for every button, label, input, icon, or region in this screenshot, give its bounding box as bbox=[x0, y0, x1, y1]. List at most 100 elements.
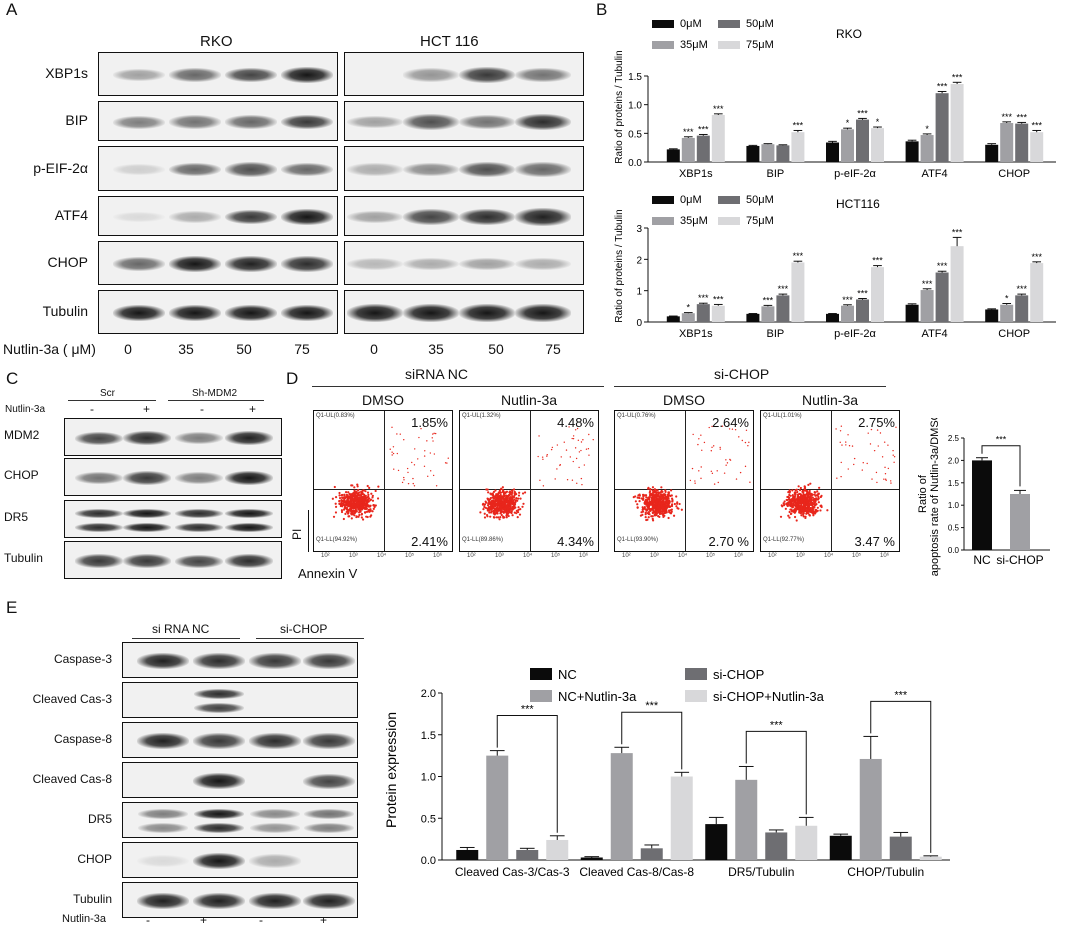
x-tick-label: 10⁵ bbox=[706, 553, 716, 559]
blot-row-label: Cleaved Cas-3 bbox=[32, 692, 112, 706]
event-dot bbox=[641, 498, 645, 501]
event-dot bbox=[717, 481, 719, 484]
event-dot bbox=[356, 499, 359, 502]
protein-band bbox=[459, 304, 515, 322]
event-dot bbox=[504, 500, 508, 503]
event-dot bbox=[670, 489, 673, 492]
protein-band bbox=[193, 653, 245, 669]
legend-swatch bbox=[652, 20, 674, 28]
bar bbox=[1000, 304, 1014, 322]
event-scatter bbox=[632, 425, 751, 522]
bar bbox=[711, 114, 725, 162]
event-dot bbox=[698, 438, 700, 440]
quadrant-ll-tag: Q1-LL(94.92%) bbox=[316, 537, 358, 543]
bar bbox=[640, 848, 663, 860]
bar bbox=[920, 135, 934, 162]
protein-band bbox=[113, 68, 165, 82]
event-dot bbox=[349, 497, 352, 500]
event-dot bbox=[537, 455, 539, 458]
event-dot bbox=[672, 514, 676, 517]
event-dot bbox=[506, 501, 510, 504]
event-dot bbox=[347, 502, 351, 505]
event-dot bbox=[571, 479, 574, 481]
event-dot bbox=[513, 504, 516, 507]
event-dot bbox=[813, 506, 816, 509]
y-axis-label: Ratio of bbox=[917, 474, 929, 513]
quadrant-ur-percent: 2.64% bbox=[712, 415, 749, 430]
blot-strip bbox=[122, 802, 358, 838]
y-tick-label: 3 bbox=[636, 224, 642, 235]
protein-band bbox=[250, 809, 300, 819]
panel-label-d: D bbox=[286, 369, 299, 388]
event-dot bbox=[795, 503, 798, 506]
protein-band bbox=[169, 162, 221, 177]
event-dot bbox=[407, 482, 410, 485]
event-dot bbox=[482, 502, 485, 505]
event-dot bbox=[812, 512, 815, 516]
event-dot bbox=[499, 506, 502, 509]
x-tick-label: 10⁶ bbox=[734, 553, 744, 559]
event-dot bbox=[506, 498, 509, 501]
event-dot bbox=[667, 516, 670, 520]
event-dot bbox=[795, 519, 798, 522]
event-dot bbox=[728, 428, 731, 430]
event-dot bbox=[647, 502, 650, 505]
event-dot bbox=[509, 503, 512, 506]
event-dot bbox=[788, 490, 792, 493]
y-tick-label: 0.0 bbox=[948, 546, 960, 555]
event-dot bbox=[790, 512, 793, 515]
event-dot bbox=[817, 497, 820, 500]
event-dot bbox=[369, 509, 372, 512]
event-dot bbox=[343, 504, 347, 508]
event-dot bbox=[670, 508, 673, 511]
bar bbox=[905, 304, 919, 322]
event-dot bbox=[655, 503, 658, 506]
dose-value: 75 bbox=[545, 341, 561, 357]
event-dot bbox=[506, 511, 509, 514]
protein-band bbox=[138, 823, 188, 833]
blot-rko bbox=[98, 101, 338, 141]
event-dot bbox=[694, 482, 696, 484]
event-dot bbox=[853, 463, 855, 466]
significance-marker: *** bbox=[770, 719, 784, 731]
event-dot bbox=[501, 496, 504, 500]
group-underline bbox=[614, 386, 886, 387]
event-dot bbox=[518, 491, 521, 494]
legend-swatch bbox=[718, 41, 740, 49]
y-tick-label: 0 bbox=[636, 318, 642, 329]
bar bbox=[456, 849, 479, 860]
event-dot bbox=[790, 505, 793, 508]
event-dot bbox=[374, 489, 377, 493]
event-dot bbox=[376, 497, 380, 500]
event-dot bbox=[483, 503, 487, 506]
event-dot bbox=[791, 494, 794, 497]
event-dot bbox=[349, 505, 352, 508]
event-dot bbox=[632, 496, 635, 499]
protein-band bbox=[169, 115, 221, 129]
protein-band bbox=[303, 733, 355, 749]
group-underline bbox=[132, 638, 240, 639]
event-dot bbox=[482, 508, 485, 511]
event-dot bbox=[333, 485, 336, 489]
event-dot bbox=[640, 511, 643, 514]
event-dot bbox=[346, 496, 349, 499]
event-dot bbox=[651, 497, 654, 501]
blot-row-label: BIP bbox=[65, 112, 88, 128]
event-dot bbox=[712, 445, 715, 447]
event-dot bbox=[353, 489, 356, 493]
bar bbox=[856, 119, 869, 162]
event-dot bbox=[487, 491, 490, 494]
event-dot bbox=[794, 488, 797, 492]
event-dot bbox=[721, 425, 724, 427]
dose-value: 50 bbox=[488, 341, 504, 357]
event-dot bbox=[346, 503, 350, 507]
event-dot bbox=[349, 507, 352, 510]
blot-row-label: Caspase-8 bbox=[53, 732, 112, 746]
event-dot bbox=[667, 509, 671, 512]
significance-marker: *** bbox=[793, 120, 804, 130]
protein-band bbox=[304, 823, 354, 833]
event-dot bbox=[340, 510, 344, 514]
event-dot bbox=[793, 495, 796, 498]
event-dot bbox=[660, 493, 663, 496]
